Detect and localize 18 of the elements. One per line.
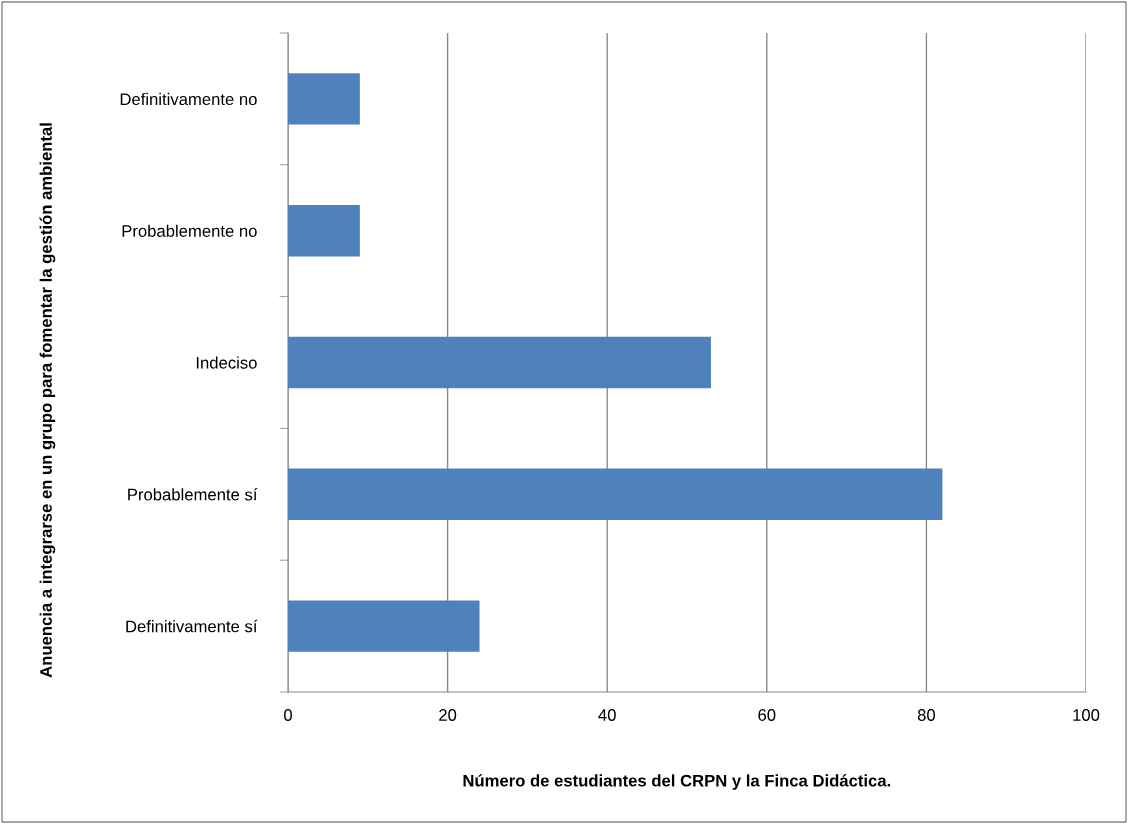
y-tick-label: Definitivamente sí [126, 619, 258, 633]
x-tick-label: 60 [758, 709, 776, 721]
y-tick-label: Probablemente sí [128, 488, 258, 501]
bar [288, 600, 480, 652]
y-axis-title: Anuencia a integrarse en un grupo para fomentar la gestión ambiental [39, 123, 56, 678]
x-tick-label: 20 [439, 709, 457, 721]
bar [288, 468, 943, 520]
y-tick-label: Definitivamente no [120, 92, 257, 106]
bar [288, 205, 360, 257]
x-tick-label: 0 [284, 709, 292, 721]
x-tick-label: 40 [598, 709, 616, 721]
y-tick-label: Probablemente no [122, 224, 257, 237]
bar [288, 73, 360, 125]
x-axis-title: Número de estudiantes del CRPN y la Finca Didáctica. [463, 774, 891, 790]
x-tick-label: 80 [917, 709, 936, 721]
bar [288, 336, 711, 389]
x-tick-label: 100 [1073, 709, 1100, 721]
y-tick-label: Indeciso [196, 356, 257, 369]
